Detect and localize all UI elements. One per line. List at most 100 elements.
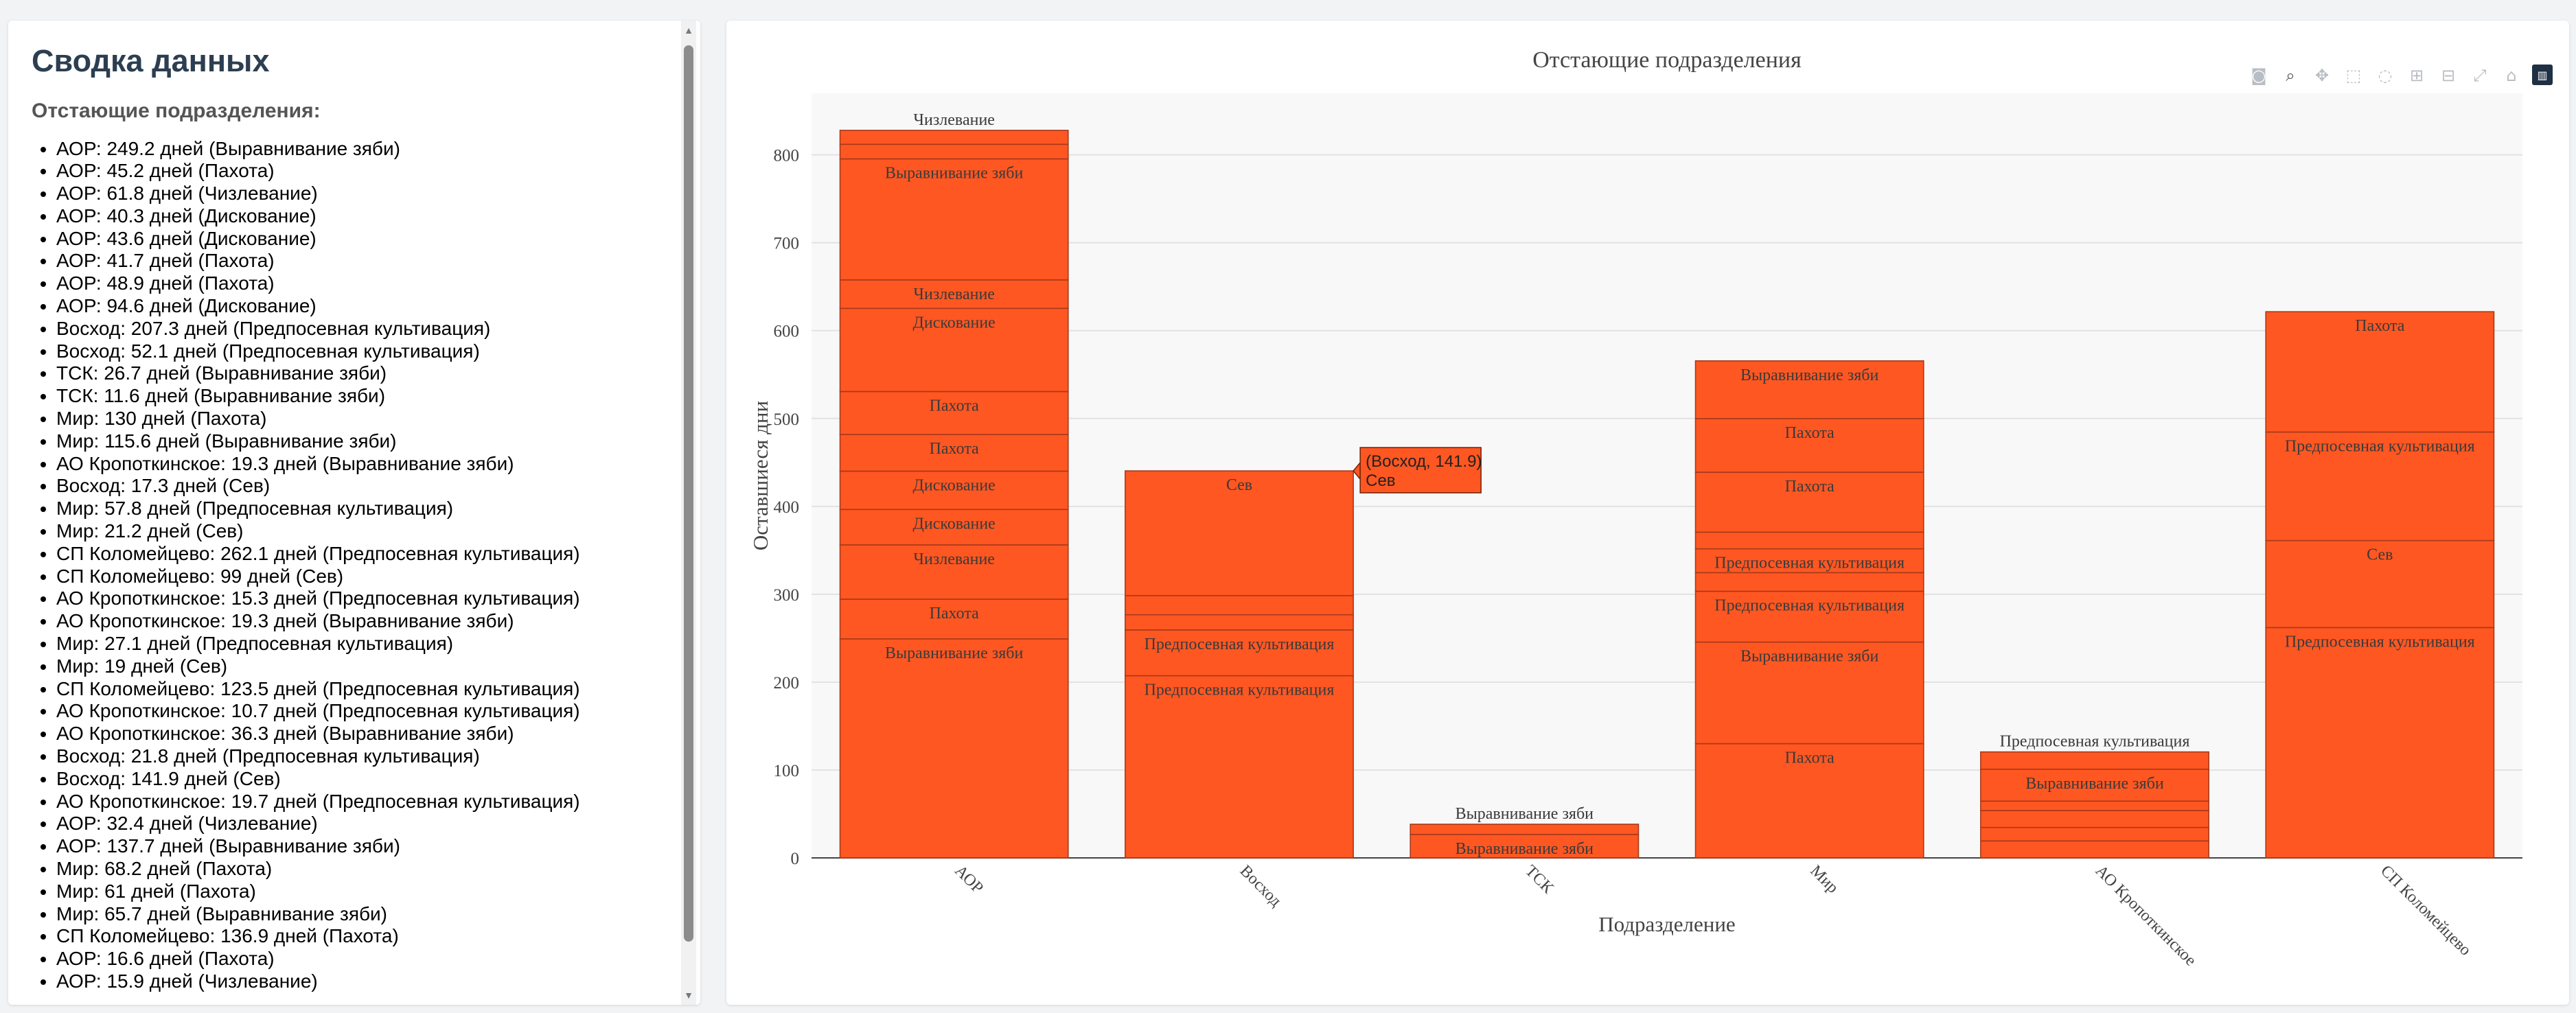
summary-entry: АО Кропоткинское: 19.3 дней (Выравнивани…: [56, 453, 677, 476]
bar-segment-label: Чизлевание: [913, 111, 995, 129]
summary-entry: Мир: 57.8 дней (Предпосевная культивация…: [56, 498, 677, 520]
summary-entry: Мир: 130 дней (Пахота): [56, 408, 677, 430]
lasso-icon[interactable]: ◌: [2378, 66, 2393, 85]
bar-segment: [1980, 800, 2209, 811]
bar-segment-label: Чизлевание: [913, 550, 995, 568]
bar-segment: [839, 598, 1069, 640]
bar-segment: [2265, 539, 2495, 629]
scroll-down-arrow-icon[interactable]: ▼: [684, 990, 693, 1001]
bar-segment: [2265, 627, 2495, 859]
camera-icon[interactable]: ◙: [2251, 66, 2267, 85]
bar-segment-label: Дискование: [913, 314, 996, 331]
summary-entry: Восход: 17.3 дней (Сев): [56, 475, 677, 498]
tooltip-line-1: (Восход, 141.9): [1366, 452, 1482, 471]
zoom-in-icon[interactable]: ⊞: [2409, 66, 2424, 85]
bar-segment: [1694, 548, 1924, 574]
bar-segment: [1125, 594, 1354, 616]
bar-segment-label: Пахота: [2355, 317, 2405, 335]
chart-modebar: ◙ ⌕ ✥ ⬚ ◌ ⊞ ⊟ ⤢ ⌂ ▥: [2248, 65, 2553, 86]
summary-entry: АО Кропоткинское: 19.3 дней (Выравнивани…: [56, 610, 677, 633]
zoom-out-icon[interactable]: ⊟: [2441, 66, 2456, 85]
summary-entry: СП Коломейцево: 123.5 дней (Предпосевная…: [56, 678, 677, 701]
y-tick-label: 300: [774, 586, 800, 605]
bar-segment-label: Выравнивание зяби: [2025, 775, 2164, 793]
summary-entry: ТСК: 11.6 дней (Выравнивание зяби): [56, 385, 677, 408]
x-axis-title: Подразделение: [1598, 912, 1735, 936]
bar-segment-label: Пахота: [1785, 749, 1835, 767]
bar-segment: [1125, 629, 1354, 677]
summary-entry: СП Коломейцево: 99 дней (Сев): [56, 566, 677, 588]
summary-entry: АОР: 137.7 дней (Выравнивание зяби): [56, 835, 677, 858]
x-tick-label: АО Кропоткинское: [2092, 862, 2200, 970]
bar-segment: [1980, 810, 2209, 828]
zoom-icon[interactable]: ⌕: [2286, 66, 2295, 85]
chart-panel: 0 100 200 300 400 500 600 700 800 Выравнивание зя…: [726, 21, 2569, 1005]
bar-segment-label: Сев: [1226, 476, 1252, 494]
bar-segment: [1125, 470, 1354, 596]
bar-segment-label: Предпосевная культивация: [1145, 682, 1335, 699]
summary-panel: Сводка данных Отстающие подразделения: А…: [8, 21, 700, 1005]
scrollbar-thumb[interactable]: [684, 45, 693, 942]
pan-icon[interactable]: ✥: [2314, 66, 2330, 85]
summary-entry: Восход: 207.3 дней (Предпосевная культив…: [56, 318, 677, 340]
bar-segment: [1125, 614, 1354, 631]
bar-segment-label: Предпосевная культивация: [2000, 733, 2190, 751]
summary-entry: АОР: 41.7 дней (Пахота): [56, 250, 677, 272]
summary-entry: АО Кропоткинское: 15.3 дней (Предпосевна…: [56, 587, 677, 610]
bar-segment: [839, 391, 1069, 435]
summary-entry: Мир: 19 дней (Сев): [56, 655, 677, 678]
summary-entry: АО Кропоткинское: 10.7 дней (Предпосевна…: [56, 700, 677, 723]
bar-segment-label: Предпосевная культивация: [1714, 597, 1905, 615]
summary-entry: Восход: 141.9 дней (Сев): [56, 768, 677, 791]
tooltip-line-2: Сев: [1366, 471, 1395, 490]
bar-segment-label: Чизлевание: [913, 286, 995, 303]
box-select-icon[interactable]: ⬚: [2345, 66, 2362, 85]
y-tick-label: 800: [774, 147, 800, 165]
bar-segment: [1694, 531, 1924, 550]
summary-entry: АО Кропоткинское: 19.7 дней (Предпосевна…: [56, 791, 677, 813]
summary-entry: СП Коломейцево: 136.9 дней (Пахота): [56, 925, 677, 948]
bar-segment: [839, 307, 1069, 393]
bar-segment-label: Дискование: [913, 476, 996, 494]
bar-segment: [2265, 311, 2495, 433]
bar-segment: [839, 638, 1069, 859]
bar-segment-label: Выравнивание зяби: [885, 165, 1024, 183]
summary-content: Сводка данных Отстающие подразделения: А…: [32, 41, 677, 993]
y-tick-label: 400: [774, 498, 800, 517]
bar-segment: [1980, 840, 2209, 859]
y-tick-label: 600: [774, 323, 800, 341]
summary-entry: Восход: 52.1 дней (Предпосевная культива…: [56, 340, 677, 363]
summary-entry: СП Коломейцево: 262.1 дней (Предпосевная…: [56, 543, 677, 566]
bar-segment: [1980, 826, 2209, 842]
x-tick-label: АОР: [951, 862, 986, 897]
summary-entry: АОР: 40.3 дней (Дискование): [56, 205, 677, 228]
summary-entry: АОР: 94.6 дней (Дискование): [56, 295, 677, 318]
summary-entry: Мир: 61 дней (Пахота): [56, 881, 677, 903]
summary-entry: Мир: 68.2 дней (Пахота): [56, 858, 677, 881]
summary-entry: АОР: 32.4 дней (Чизлевание): [56, 813, 677, 835]
summary-entry: АОР: 249.2 дней (Выравнивание зяби): [56, 138, 677, 161]
bar-segment: [1694, 590, 1924, 643]
bar-segment-label: Сев: [2367, 546, 2393, 564]
bar-segment: [839, 130, 1069, 145]
bar-segment-label: Выравнивание зяби: [885, 644, 1024, 662]
bar-segment-label: Выравнивание зяби: [1740, 366, 1879, 384]
bar-segment: [1694, 471, 1924, 533]
y-tick-label: 500: [774, 410, 800, 429]
bar-segment-label: Предпосевная культивация: [1714, 555, 1905, 572]
bar-segment: [1410, 834, 1640, 859]
summary-entry: Мир: 21.2 дней (Сев): [56, 520, 677, 543]
scroll-up-arrow-icon[interactable]: ▲: [684, 25, 693, 36]
y-tick-label: 100: [774, 762, 800, 780]
stacked-bar-chart: 0 100 200 300 400 500 600 700 800 Выравнивание зя…: [748, 47, 2522, 970]
autoscale-icon[interactable]: ⤢: [2473, 66, 2487, 85]
bar-segment-label: Дискование: [913, 515, 996, 533]
summary-scrollbar[interactable]: ▲ ▼: [681, 21, 696, 1005]
reset-axes-icon[interactable]: ⌂: [2506, 66, 2517, 85]
y-tick-label: 200: [774, 674, 800, 692]
plotly-logo-icon[interactable]: ▥: [2532, 65, 2553, 85]
summary-entry: АО Кропоткинское: 36.3 дней (Выравнивани…: [56, 723, 677, 745]
bar-segment-label: Пахота: [930, 440, 980, 458]
summary-entry: АОР: 45.2 дней (Пахота): [56, 160, 677, 183]
bar-segment-label: Предпосевная культивация: [1145, 636, 1335, 653]
